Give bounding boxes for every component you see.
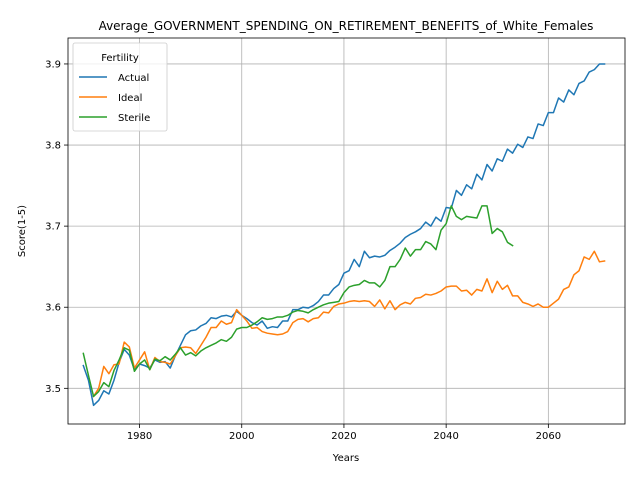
series-line-sterile [82, 205, 514, 398]
series-group [82, 63, 606, 407]
axis-ticks: 1980 2000 2020 2040 2060 3.5 3.6 3.7 3.8 3.9 [45, 59, 561, 442]
grid [68, 38, 625, 424]
x-tick-label: 1980 [127, 431, 152, 442]
legend-title: Fertility [101, 53, 139, 64]
legend-label-sterile: Sterile [118, 113, 150, 124]
x-tick-label: 2040 [433, 431, 458, 442]
chart-title: Average_GOVERNMENT_SPENDING_ON_RETIREMEN… [99, 19, 594, 33]
x-tick-label: 2020 [331, 431, 356, 442]
legend-entries: Actual Ideal Sterile [79, 73, 150, 124]
legend-box [72, 42, 168, 132]
x-tick-label: 2060 [536, 431, 561, 442]
legend-label-ideal: Ideal [118, 93, 142, 104]
y-tick-label: 3.8 [45, 141, 61, 152]
y-tick-label: 3.7 [45, 222, 61, 233]
plot-frame [67, 37, 626, 425]
y-tick-label: 3.6 [45, 303, 61, 314]
y-tick-label: 3.5 [45, 384, 61, 395]
x-tick-label: 2000 [229, 431, 254, 442]
legend-label-actual: Actual [118, 73, 149, 84]
y-tick-label: 3.9 [45, 59, 61, 70]
x-axis-label: Years [332, 453, 359, 464]
series-line-actual [82, 63, 606, 407]
legend: Fertility Actual Ideal Sterile [72, 42, 168, 132]
y-axis-label: Score(1-5) [17, 205, 28, 257]
